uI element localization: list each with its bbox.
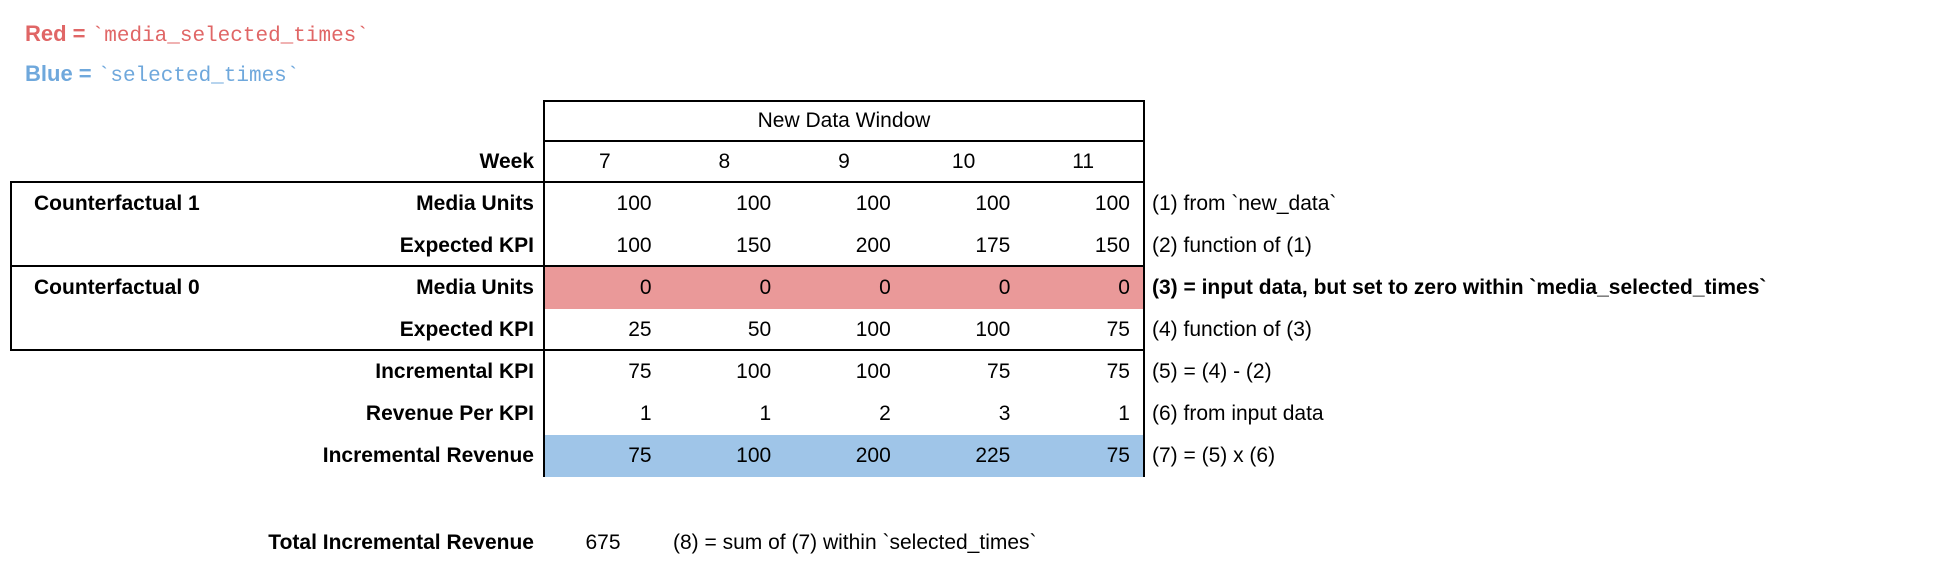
week-header-cell: 7 xyxy=(598,150,611,173)
cell-value: 0 xyxy=(998,276,1011,299)
cell-value: 1 xyxy=(1118,402,1130,425)
cell-value: 100 xyxy=(855,318,891,341)
section-label: Counterfactual 0 xyxy=(34,276,200,299)
week-cells: 7 8 9 10 11 xyxy=(545,142,1143,181)
cell-value: 75 xyxy=(1106,318,1130,341)
legend-blue-line: Blue = `selected_times` xyxy=(25,54,369,94)
week-header-cell: 8 xyxy=(718,150,731,173)
cell-value: 100 xyxy=(616,192,652,215)
cell-value: 2 xyxy=(879,402,891,425)
row-note: (6) from input data xyxy=(1152,402,1324,425)
row-label: Incremental KPI xyxy=(375,360,534,383)
cell-value: 100 xyxy=(616,234,652,257)
row-cells-highlighted-red: 0 0 0 0 0 xyxy=(545,267,1143,309)
legend-blue-code: `selected_times` xyxy=(97,65,300,88)
row-label: Media Units xyxy=(416,192,534,215)
legend-blue-label: Blue = xyxy=(25,61,98,86)
cell-value: 100 xyxy=(855,360,891,383)
cell-value: 50 xyxy=(747,318,772,341)
cell-value: 225 xyxy=(975,444,1011,467)
cell-value: 1 xyxy=(639,402,652,425)
row-label: Expected KPI xyxy=(399,318,534,341)
row-cells: 75 100 100 75 75 xyxy=(545,351,1143,393)
cell-value: 100 xyxy=(975,192,1011,215)
cell-value: 75 xyxy=(987,360,1011,383)
total-label: Total Incremental Revenue xyxy=(268,531,534,554)
row-note: (7) = (5) x (6) xyxy=(1152,444,1276,467)
border-cf0-bottom xyxy=(10,349,1145,351)
legend-red-code: `media_selected_times` xyxy=(91,25,369,48)
week-row: Week 7 8 9 10 11 xyxy=(0,142,1960,181)
cell-value: 0 xyxy=(1118,276,1130,299)
row-label: Media Units xyxy=(416,276,534,299)
row-cells: 25 50 100 100 75 xyxy=(545,309,1143,351)
color-legend: Red = `media_selected_times` Blue = `sel… xyxy=(25,14,369,94)
row-label: Revenue Per KPI xyxy=(365,402,534,425)
row-label: Expected KPI xyxy=(399,234,534,257)
cell-value: 75 xyxy=(1106,444,1130,467)
row-note: (3) = input data, but set to zero within… xyxy=(1152,276,1767,299)
week-header-cell: 9 xyxy=(838,150,850,173)
week-label: Week xyxy=(479,150,534,173)
cell-value: 3 xyxy=(998,402,1011,425)
week-header-cell: 10 xyxy=(951,150,976,173)
cell-value: 100 xyxy=(736,192,772,215)
week-header-cell: 11 xyxy=(1072,150,1095,173)
row-note: (1) from `new_data` xyxy=(1152,192,1337,215)
cell-value: 200 xyxy=(855,234,891,257)
window-header: New Data Window xyxy=(757,109,931,132)
cell-value: 150 xyxy=(1094,234,1130,257)
table-row-revenue-per-kpi: Revenue Per KPI 1 1 2 3 1 (6) from input… xyxy=(0,393,1960,435)
total-row: Total Incremental Revenue 675 (8) = sum … xyxy=(0,522,1960,564)
cell-value: 1 xyxy=(759,402,772,425)
row-note: (5) = (4) - (2) xyxy=(1152,360,1272,383)
cell-value: 0 xyxy=(759,276,772,299)
total-value: 675 xyxy=(585,531,621,554)
cell-value: 100 xyxy=(1094,192,1130,215)
cell-value: 175 xyxy=(975,234,1011,257)
cell-value: 100 xyxy=(736,444,772,467)
total-note: (8) = sum of (7) within `selected_times` xyxy=(673,531,1037,554)
cell-value: 25 xyxy=(628,318,652,341)
table-row-cf0-expected-kpi: Expected KPI 25 50 100 100 75 (4) functi… xyxy=(0,309,1960,351)
row-cells: 100 150 200 175 150 xyxy=(545,225,1143,267)
cell-value: 100 xyxy=(736,360,772,383)
section-label: Counterfactual 1 xyxy=(34,192,200,215)
row-note: (2) function of (1) xyxy=(1152,234,1312,257)
row-cells: 1 1 2 3 1 xyxy=(545,393,1143,435)
legend-red-line: Red = `media_selected_times` xyxy=(25,14,369,54)
cell-value: 0 xyxy=(879,276,891,299)
table-row-incremental-kpi: Incremental KPI 75 100 100 75 75 (5) = (… xyxy=(0,351,1960,393)
table-row-cf1-media-units: Counterfactual 1 Media Units 100 100 100… xyxy=(0,183,1960,225)
cell-value: 0 xyxy=(639,276,652,299)
table-row-cf1-expected-kpi: Expected KPI 100 150 200 175 150 (2) fun… xyxy=(0,225,1960,267)
table-row-cf0-media-units: Counterfactual 0 Media Units 0 0 0 0 0 (… xyxy=(0,267,1960,309)
cell-value: 100 xyxy=(855,192,891,215)
border-week-bottom xyxy=(10,181,1145,183)
border-right xyxy=(1143,100,1145,477)
border-header-bottom xyxy=(543,140,1145,142)
legend-red-label: Red = xyxy=(25,21,92,46)
border-header-top xyxy=(543,100,1145,102)
border-label-divider xyxy=(543,100,545,477)
row-label: Incremental Revenue xyxy=(322,444,534,467)
cell-value: 75 xyxy=(1106,360,1130,383)
border-cf1-bottom xyxy=(10,265,1145,267)
row-note: (4) function of (3) xyxy=(1152,318,1312,341)
cell-value: 150 xyxy=(736,234,772,257)
cell-value: 200 xyxy=(855,444,891,467)
table-row-incremental-revenue: Incremental Revenue 75 100 200 225 75 (7… xyxy=(0,435,1960,477)
cell-value: 75 xyxy=(628,360,652,383)
cell-value: 75 xyxy=(628,444,652,467)
border-left-box xyxy=(10,181,12,351)
row-cells-highlighted-blue: 75 100 200 225 75 xyxy=(545,435,1143,477)
row-cells: 100 100 100 100 100 xyxy=(545,183,1143,225)
cell-value: 100 xyxy=(975,318,1011,341)
